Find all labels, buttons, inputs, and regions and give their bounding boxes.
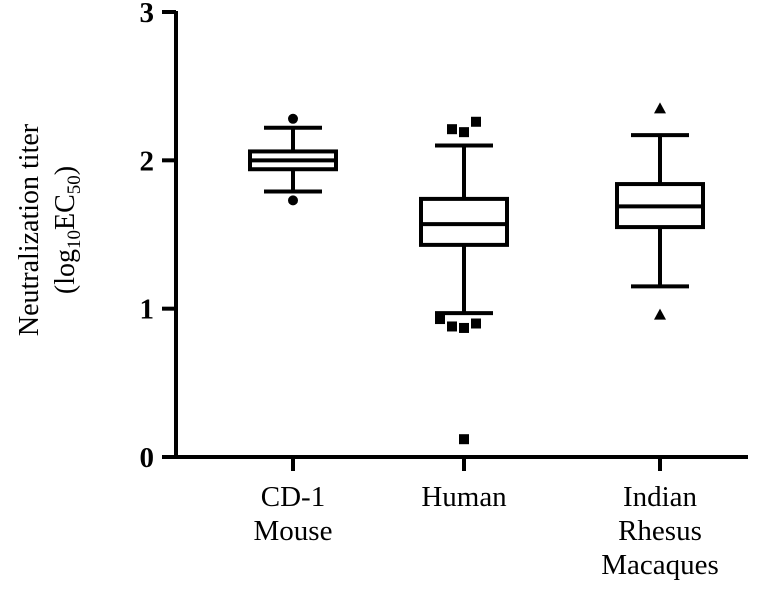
y-tick-label: 3 <box>140 0 155 29</box>
outlier-point <box>447 321 457 332</box>
x-category-label: Human <box>421 481 507 513</box>
iqr-box <box>419 196 509 247</box>
outlier-point <box>459 127 469 138</box>
x-category-label: Macaques <box>601 549 719 581</box>
x-category-label: Indian <box>623 481 698 513</box>
y-tick-label: 0 <box>140 442 155 474</box>
outlier-point <box>447 124 457 135</box>
outlier-point <box>288 195 298 206</box>
outlier-point <box>654 102 666 114</box>
outlier-point <box>459 322 469 333</box>
y-axis-label-line1: Neutralization titer <box>14 123 45 336</box>
y-tick-label: 2 <box>140 145 155 177</box>
outlier-point <box>435 314 445 325</box>
outlier-point <box>654 308 666 320</box>
x-category-label: CD-1 <box>261 481 325 513</box>
boxes <box>248 102 705 445</box>
outlier-point <box>459 434 469 445</box>
y-tick-label: 1 <box>140 294 155 326</box>
x-category-label: Mouse <box>254 515 333 547</box>
box-3 <box>615 102 705 320</box>
outlier-point <box>471 116 481 127</box>
box-2 <box>419 116 509 445</box>
y-axis-label-line2: (log10EC50) <box>50 166 85 294</box>
box-1 <box>248 113 338 206</box>
outlier-point <box>471 318 481 329</box>
y-axis-label: Neutralization titer (log10EC50) <box>14 123 85 336</box>
outlier-point <box>288 113 298 124</box>
x-category-label: Rhesus <box>618 515 702 547</box>
